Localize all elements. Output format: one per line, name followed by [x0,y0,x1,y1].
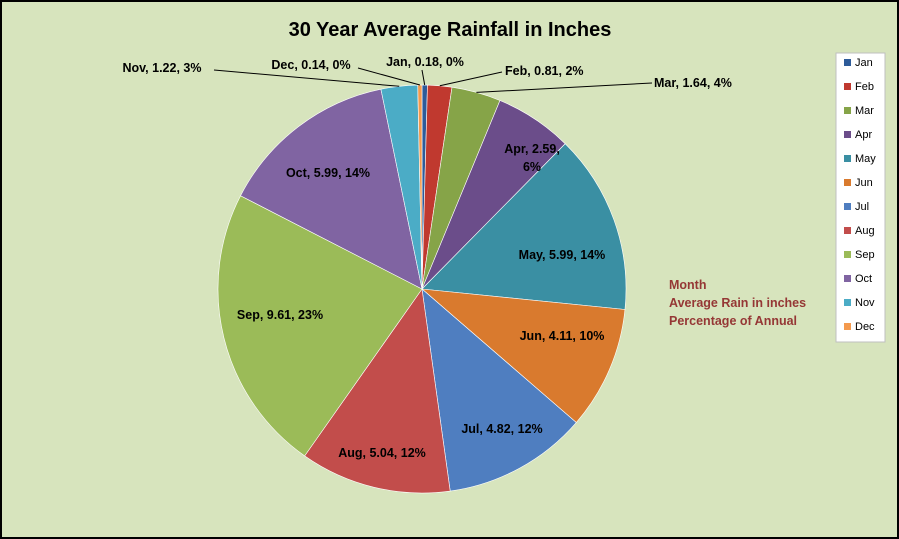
legend-label-jun: Jun [855,177,873,189]
legend-label-apr: Apr [855,129,872,141]
legend: Jan Feb Mar Apr May Jun Jul Aug Sep Oct Nov Dec [835,52,886,343]
legend-label-sep: Sep [855,249,875,261]
data-label-jul: Jul, 4.82, 12% [461,422,542,436]
legend-swatch-apr [844,131,851,138]
legend-swatch-aug [844,227,851,234]
legend-swatch-dec [844,323,851,330]
data-labels: Jan, 0.18, 0% Feb, 0.81, 2% Mar, 1.64, 4% A… [123,55,732,460]
legend-label-jul: Jul [855,201,869,213]
pie-slice-aug [304,288,451,494]
pie-slice-sep [217,195,423,457]
data-label-mar: Mar, 1.64, 4% [654,76,732,90]
data-label-aug: Aug, 5.04, 12% [338,446,426,460]
annotation-line-month: Month [669,278,706,292]
data-label-sep: Sep, 9.61, 23% [237,308,323,322]
legend-label-nov: Nov [855,297,875,309]
data-label-apr: Apr, 2.59, 6% [504,142,560,174]
pie-slice-jun [421,288,626,423]
data-label-may: May, 5.99, 14% [519,248,606,262]
legend-label-may: May [855,153,876,165]
pie-slices [217,84,627,494]
chart-title: 30 Year Average Rainfall in Inches [289,19,612,41]
data-label-nov: Nov, 1.22, 3% [123,61,202,75]
pie-slice-may [421,143,627,310]
data-label-jun: Jun, 4.11, 10% [520,329,605,343]
pie-slice-jul [421,288,577,492]
data-label-jan: Jan, 0.18, 0% [386,55,464,69]
legend-swatch-nov [844,299,851,306]
leader-line-jan [421,69,426,86]
legend-label-feb: Feb [855,81,874,93]
legend-label-oct: Oct [855,273,872,285]
legend-swatch-oct [844,275,851,282]
leader-line-feb [439,71,503,87]
legend-label-aug: Aug [855,225,875,237]
leader-line-mar [476,82,653,93]
leader-line-dec [357,67,421,86]
legend-label-jan: Jan [855,57,873,69]
annotation-line-percentage: Percentage of Annual [669,314,797,328]
legend-swatch-sep [844,251,851,258]
data-label-oct: Oct, 5.99, 14% [286,166,370,180]
legend-swatch-jun [844,179,851,186]
legend-swatch-jul [844,203,851,210]
legend-swatch-mar [844,107,851,114]
leader-line-nov [213,69,400,87]
pie-slice-oct [240,88,423,290]
annotation-line-rain: Average Rain in inches [669,296,806,310]
legend-swatch-jan [844,59,851,66]
legend-swatch-feb [844,83,851,90]
data-label-dec: Dec, 0.14, 0% [271,58,350,72]
leader-lines [213,67,653,93]
data-label-feb: Feb, 0.81, 2% [505,64,584,78]
legend-box [835,52,886,343]
legend-label-dec: Dec [855,321,875,333]
legend-swatch-may [844,155,851,162]
legend-label-mar: Mar [855,105,874,117]
label-annotation: Month Average Rain in inches Percentage … [669,278,806,328]
